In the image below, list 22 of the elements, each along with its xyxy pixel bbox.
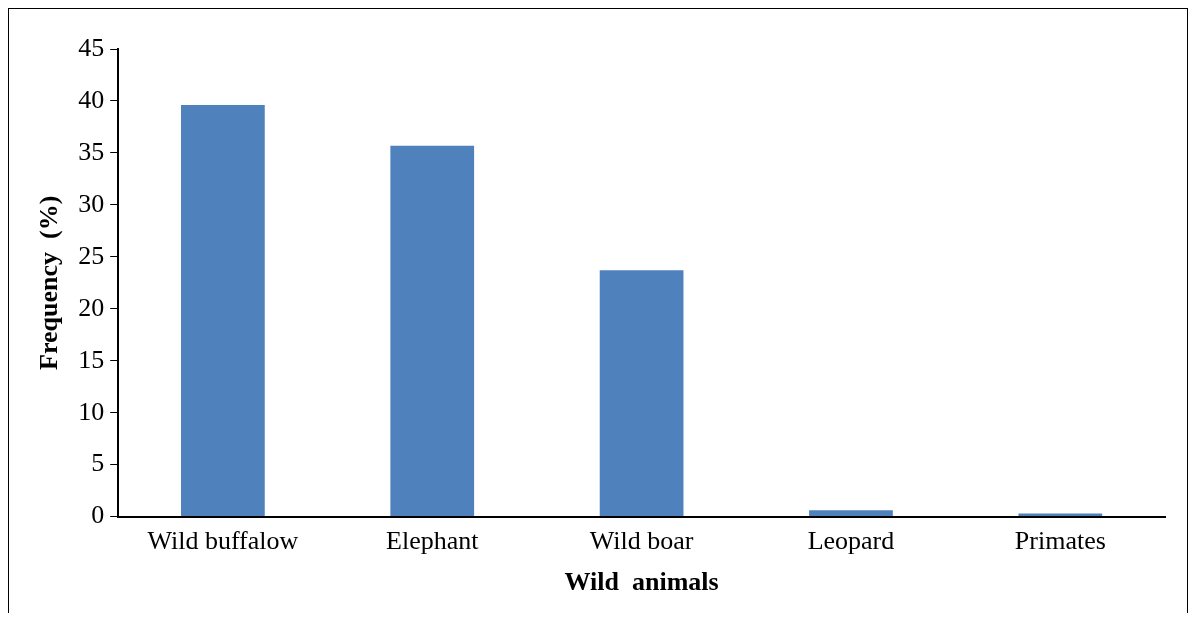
x-axis-title: Wild animals: [564, 567, 719, 597]
y-tick-label: 5: [91, 448, 105, 478]
y-tick-label: 40: [78, 84, 105, 114]
x-tick-label: Wild boar: [589, 526, 694, 556]
bar: [809, 510, 893, 517]
x-tick-label: Primates: [1014, 526, 1106, 556]
bar: [181, 105, 265, 517]
x-tick-label: Elephant: [386, 526, 480, 556]
y-tick-label: 30: [78, 188, 105, 218]
y-tick-label: 25: [78, 240, 105, 270]
y-tick-label: 35: [78, 136, 105, 166]
y-tick-label: 15: [78, 344, 105, 374]
x-tick-label: Wild buffalow: [147, 526, 299, 556]
y-tick-label: 20: [78, 292, 105, 322]
y-tick-label: 10: [78, 396, 105, 426]
bar: [1018, 513, 1103, 517]
bar: [390, 145, 475, 517]
y-tick-label: 45: [78, 32, 105, 62]
y-axis-title: Frequency (%): [34, 195, 64, 370]
y-tick-label: 0: [91, 500, 105, 530]
x-tick-label: Leopard: [807, 526, 895, 556]
bar: [599, 270, 684, 517]
